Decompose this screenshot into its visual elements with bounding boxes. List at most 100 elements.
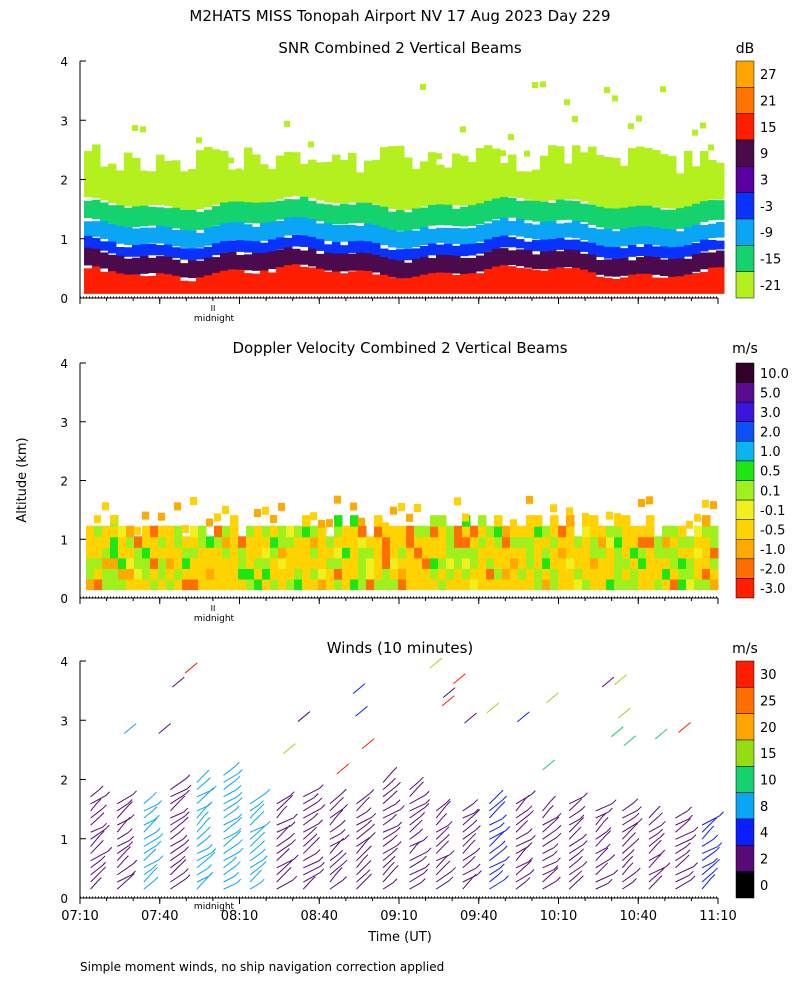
snr-cell: [300, 180, 306, 187]
wind-barb: [223, 795, 238, 805]
doppler-cell: [494, 536, 503, 548]
colorbar-label: 1.0: [760, 445, 781, 460]
snr-cell: [348, 204, 357, 224]
doppler-cell: [502, 546, 511, 559]
wind-barb: [675, 818, 689, 826]
wind-barb-flag: [603, 862, 609, 868]
wind-barb-flag: [320, 861, 325, 867]
snr-cell: [692, 203, 701, 225]
doppler-cell: [126, 525, 135, 538]
doppler-cell: [454, 525, 463, 538]
snr-cell: [260, 201, 269, 224]
wind-barb-flag: [102, 822, 108, 828]
wind-barb-flag: [158, 855, 164, 861]
wind-barb: [356, 793, 371, 805]
snr-cell: [556, 197, 565, 221]
wind-barb-flag: [548, 805, 554, 810]
wind-barb-flag: [579, 848, 584, 854]
doppler-cell: [406, 513, 413, 522]
snr-cell: [548, 145, 557, 201]
wind-barb-flag: [528, 857, 533, 863]
figure-title: M2HATS MISS Tonopah Airport NV 17 Aug 20…: [189, 7, 610, 25]
doppler-cell: [638, 498, 645, 507]
snr-cell: [500, 263, 509, 294]
doppler-cell: [326, 578, 335, 591]
wind-barb-flag: [259, 803, 265, 809]
doppler-cell: [382, 525, 391, 538]
wind-barb-flag: [628, 855, 634, 861]
wind-barb: [568, 837, 583, 847]
wind-barb-flag: [579, 814, 585, 820]
wind-barb-flag: [318, 784, 324, 789]
wind-barb-flag: [553, 843, 559, 848]
snr-cell: [540, 218, 549, 240]
snr-cell: [204, 246, 213, 258]
snr-cell: [108, 163, 117, 204]
doppler-cell: [182, 578, 191, 591]
wind-barb: [489, 826, 501, 833]
wind-barb: [276, 871, 288, 883]
snr-cell: [676, 173, 685, 209]
snr-cell: [532, 197, 541, 222]
doppler-cell: [622, 536, 631, 548]
snr-cell: [228, 240, 237, 252]
snr-cell: [572, 249, 581, 268]
wind-barb-flag: [237, 813, 243, 819]
snr-cell: [548, 202, 557, 222]
wind-barb-flag: [107, 846, 113, 852]
doppler-cell: [694, 557, 703, 569]
colorbar-swatch: [735, 660, 755, 688]
doppler-cell: [638, 557, 647, 569]
colorbar-label: 0.1: [760, 484, 781, 499]
snr-cell: [612, 95, 618, 102]
snr-cell: [596, 276, 605, 294]
y-axis-label: Altitude (km): [15, 437, 30, 522]
doppler-cell: [438, 578, 447, 591]
snr-cell: [668, 209, 677, 230]
snr-cell: [436, 153, 442, 160]
wind-barb: [435, 804, 447, 819]
snr-cell: [612, 256, 621, 277]
wind-barb-flag: [153, 876, 159, 882]
snr-cell: [684, 271, 693, 294]
wind-barb: [489, 849, 504, 862]
wind-barb: [542, 869, 555, 876]
wind-barb: [568, 818, 581, 826]
doppler-cell: [694, 536, 703, 548]
snr-cell: [92, 221, 101, 237]
snr-cell: [500, 248, 509, 266]
wind-barb: [170, 778, 187, 790]
wind-barb-flag: [470, 839, 476, 845]
doppler-cell: [174, 502, 181, 511]
wind-barb-flag: [425, 799, 431, 804]
wind-barb: [223, 834, 238, 847]
doppler-cell: [422, 578, 431, 591]
snr-cell: [388, 249, 397, 260]
wind-barb-flag: [182, 834, 188, 840]
wind-barb: [356, 835, 372, 847]
doppler-cell: [238, 568, 247, 580]
wind-barb: [675, 810, 688, 819]
wind-barb: [196, 830, 207, 840]
wind-barb: [329, 823, 342, 833]
wind-barb: [621, 859, 630, 869]
wind-barb-flag: [318, 856, 324, 862]
snr-cell: [108, 254, 117, 272]
snr-cell: [372, 253, 381, 273]
snr-cell: [508, 154, 517, 197]
doppler-cell: [446, 557, 455, 569]
wind-barb-flag: [393, 865, 399, 870]
wind-barb: [90, 881, 98, 890]
wind-barb-flag: [365, 869, 371, 875]
doppler-cell: [126, 568, 135, 580]
doppler-cell: [230, 557, 239, 569]
wind-barb-flag: [207, 844, 213, 849]
wind-barb-flag: [129, 873, 135, 878]
doppler-cell: [670, 557, 679, 569]
wind-barb-flag: [400, 805, 405, 810]
doppler-cell: [214, 525, 223, 538]
snr-cell: [180, 171, 189, 210]
wind-barb: [196, 789, 213, 798]
wind-barb-flag: [186, 784, 192, 790]
doppler-cell: [302, 578, 311, 591]
